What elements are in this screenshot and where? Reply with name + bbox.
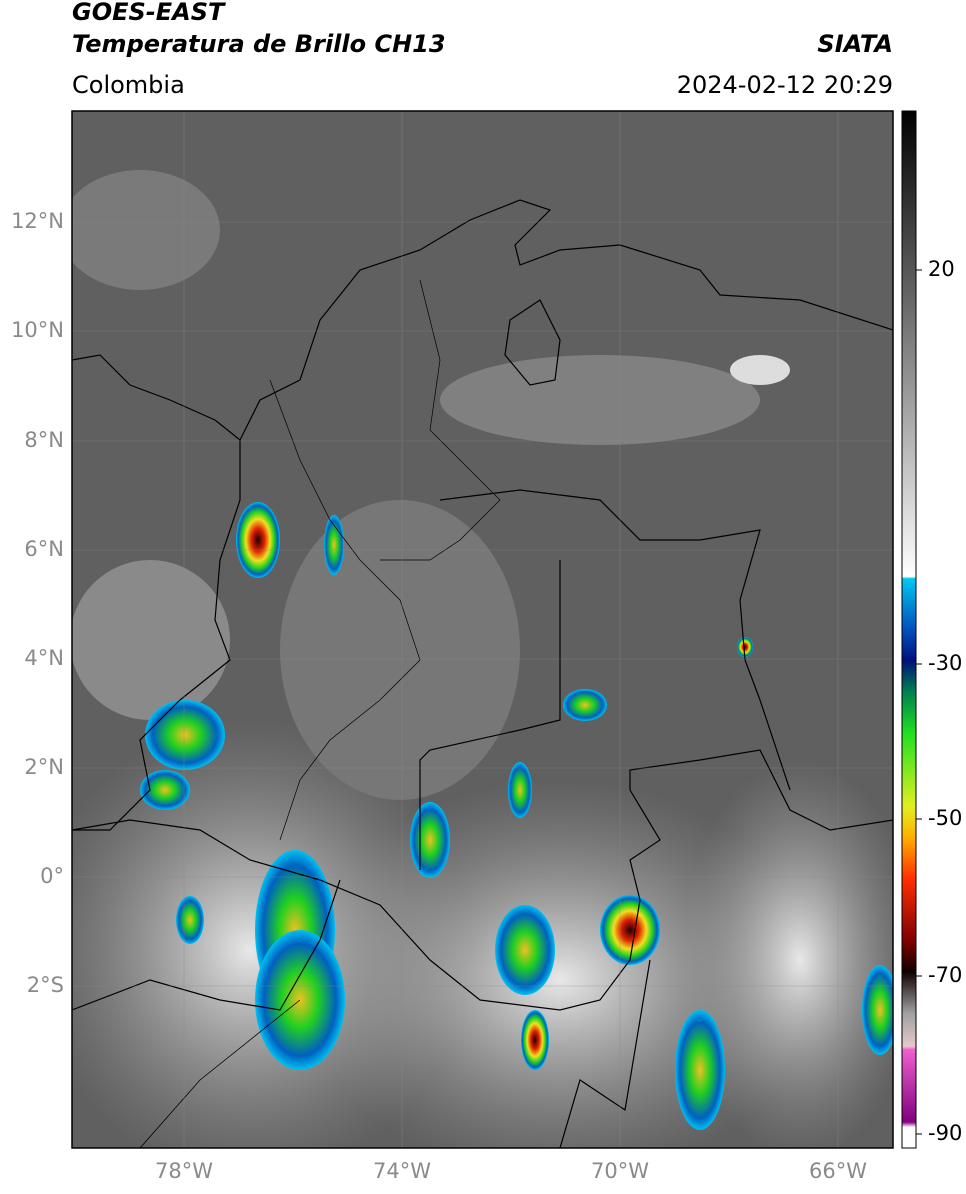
lat-label: 2°S <box>27 973 64 997</box>
colorbar-label: -70 <box>928 963 962 987</box>
source-label: SIATA <box>817 30 893 58</box>
colorbar-label: 20 <box>928 257 955 281</box>
satellite-image <box>72 111 893 1148</box>
satellite-title: GOES-EAST <box>72 0 226 26</box>
lon-label: 66°W <box>809 1159 867 1183</box>
lat-label: 10°N <box>11 318 64 342</box>
datetime-label: 2024-02-12 20:29 <box>677 71 893 99</box>
lon-label: 70°W <box>591 1159 649 1183</box>
lon-label: 74°W <box>373 1159 431 1183</box>
lon-label: 78°W <box>155 1159 213 1183</box>
region-label: Colombia <box>72 71 185 99</box>
colorbar-label: -90 <box>928 1121 962 1145</box>
colorbar-label: -50 <box>928 806 962 830</box>
lat-label: 8°N <box>24 428 64 452</box>
product-title: Temperatura de Brillo CH13 <box>72 30 446 58</box>
colorbar <box>901 110 917 1149</box>
lat-label: 0° <box>40 864 64 888</box>
lat-label: 2°N <box>24 755 64 779</box>
colorbar-label: -30 <box>928 651 962 675</box>
lat-label: 4°N <box>24 646 64 670</box>
lat-label: 6°N <box>24 537 64 561</box>
lat-label: 12°N <box>11 209 64 233</box>
map-frame <box>71 110 894 1149</box>
